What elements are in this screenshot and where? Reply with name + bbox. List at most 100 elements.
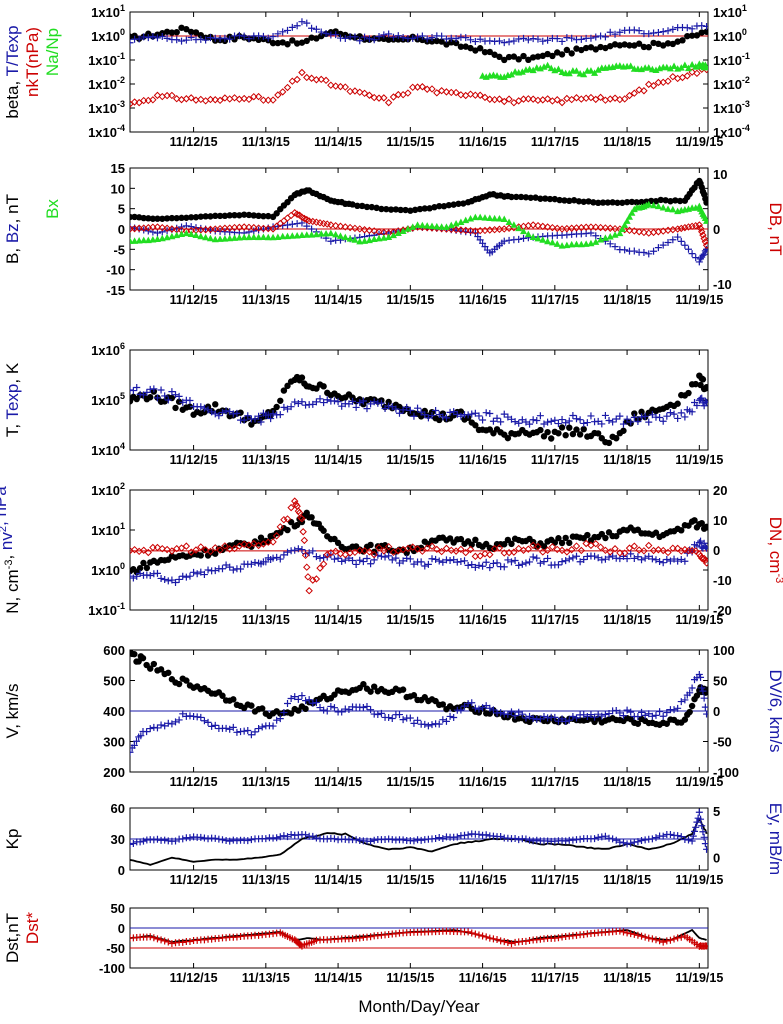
data-point (192, 546, 200, 554)
data-point (627, 62, 635, 69)
data-point (262, 558, 270, 566)
data-point (446, 556, 454, 564)
data-point (361, 237, 369, 244)
data-point (674, 832, 682, 840)
data-point (175, 575, 183, 583)
y-tick-label-right: 0 (713, 851, 720, 866)
data-point (457, 535, 465, 543)
data-point (153, 935, 161, 943)
data-point (370, 398, 378, 406)
series-blue (130, 670, 708, 756)
data-point (569, 554, 577, 562)
data-point (649, 82, 658, 90)
data-point (635, 546, 643, 554)
data-point (320, 527, 327, 534)
data-point (349, 201, 356, 208)
data-point (384, 542, 393, 551)
data-point (652, 529, 660, 536)
panel-frame (129, 11, 709, 133)
data-point (349, 557, 357, 565)
y-axis-label: beta, T/Texp (3, 25, 22, 118)
data-point (144, 548, 153, 557)
data-point (424, 722, 432, 730)
data-point (699, 231, 707, 239)
data-point (475, 412, 483, 420)
data-point (620, 549, 629, 557)
data-point (606, 28, 614, 36)
data-point (692, 221, 700, 230)
data-point (428, 412, 436, 420)
data-point (280, 709, 288, 717)
data-point (440, 203, 448, 210)
data-point (312, 25, 320, 33)
data-point (688, 68, 696, 76)
data-point (389, 231, 397, 239)
data-point (248, 702, 255, 709)
data-point (640, 43, 648, 51)
data-point (244, 412, 252, 420)
y-tick-label-right: -10 (713, 277, 732, 292)
data-point (345, 554, 353, 562)
series-green (130, 200, 708, 249)
data-point (553, 35, 561, 43)
data-point (640, 248, 648, 256)
data-point (438, 38, 445, 45)
data-point (259, 96, 268, 104)
data-point (153, 394, 161, 402)
data-point (568, 34, 576, 42)
data-point (237, 409, 244, 416)
data-point (288, 220, 296, 228)
data-point (394, 90, 402, 99)
data-point (240, 416, 248, 424)
data-point (515, 224, 523, 232)
data-point (247, 560, 255, 568)
data-point (507, 558, 515, 566)
data-point (573, 552, 581, 560)
data-point (319, 560, 328, 568)
data-point (358, 202, 366, 210)
data-point (295, 707, 302, 714)
data-point (208, 722, 216, 730)
data-point (703, 28, 708, 35)
data-point (187, 214, 195, 221)
data-point (410, 412, 418, 420)
data-point (602, 44, 609, 52)
data-point (462, 548, 470, 557)
data-point (164, 577, 172, 585)
data-point (645, 250, 653, 258)
data-point (547, 417, 555, 425)
data-point (280, 551, 288, 559)
data-point (558, 715, 566, 723)
data-point (601, 224, 610, 232)
data-point (161, 392, 169, 400)
data-point (240, 223, 248, 231)
y-tick-label: 1x101 (91, 521, 125, 538)
data-point (140, 214, 147, 222)
data-point (370, 235, 378, 242)
data-point (230, 544, 239, 553)
data-point (153, 235, 161, 242)
x-tick-label: 11/18/15 (603, 613, 651, 627)
data-point (418, 221, 426, 229)
data-point (510, 37, 518, 45)
data-point (601, 33, 609, 41)
data-point (563, 94, 571, 103)
data-point (163, 215, 171, 222)
data-point (568, 50, 575, 57)
data-point (601, 832, 609, 840)
data-point (298, 231, 306, 239)
data-point (544, 61, 552, 69)
data-point (186, 834, 194, 842)
series-red (130, 65, 708, 108)
data-point (442, 717, 450, 725)
data-point (663, 937, 671, 945)
data-point (168, 232, 176, 240)
data-point (187, 28, 195, 36)
data-point (197, 543, 205, 551)
data-point (251, 558, 259, 566)
y-tick-label-right: 0 (713, 704, 720, 719)
data-layer (130, 497, 708, 595)
data-point (377, 709, 385, 717)
data-point (438, 223, 446, 230)
data-point (489, 706, 497, 714)
